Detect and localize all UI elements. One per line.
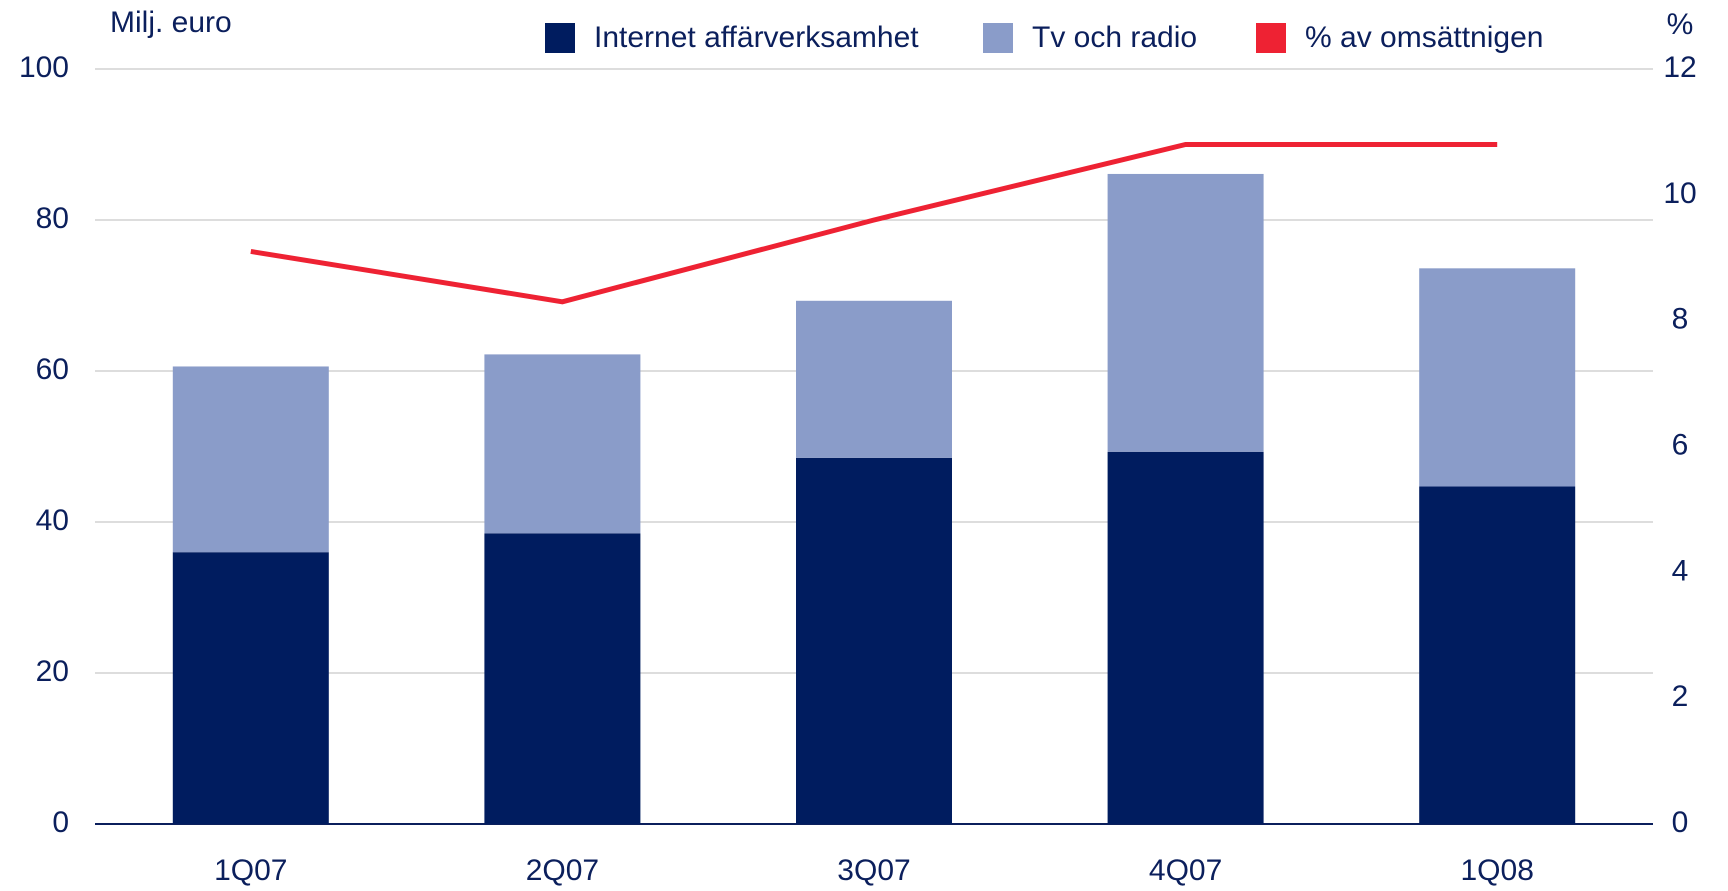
x-tick-label: 4Q07 — [1149, 854, 1222, 886]
y2-tick-label: 4 — [1672, 554, 1689, 587]
bar — [172, 366, 329, 553]
line — [250, 142, 1498, 305]
y2-tick-label: 0 — [1672, 806, 1689, 839]
x-tick-label: 2Q07 — [526, 854, 599, 886]
bar — [1107, 173, 1264, 452]
bar — [484, 354, 641, 534]
legend-swatch — [545, 23, 575, 53]
x-tick-label: 1Q07 — [214, 854, 287, 886]
bar — [172, 552, 329, 824]
legend-label: Tv och radio — [1032, 21, 1197, 54]
bar — [796, 457, 952, 824]
y-tick-label: 0 — [52, 806, 69, 839]
y2-tick-label: 12 — [1663, 51, 1696, 84]
legend-swatch — [1256, 23, 1286, 53]
y2-tick-label: 2 — [1672, 680, 1689, 713]
bar — [1107, 451, 1264, 824]
y2-tick-label: 10 — [1663, 177, 1696, 210]
y2-tick-label: 6 — [1672, 428, 1689, 461]
y2-axis-label: % — [1667, 8, 1694, 41]
x-tick-label: 3Q07 — [837, 854, 910, 886]
y-axis-label: Milj. euro — [110, 6, 232, 39]
y-tick-label: 20 — [36, 655, 69, 688]
bar — [1419, 268, 1576, 487]
y-tick-label: 100 — [19, 51, 69, 84]
legend-label: Internet affärverksamhet — [594, 21, 919, 54]
y-tick-label: 40 — [36, 504, 69, 537]
legend-label: % av omsättnigen — [1305, 21, 1543, 54]
bar — [1419, 486, 1576, 824]
y-tick-label: 60 — [36, 353, 69, 386]
bar — [484, 533, 641, 824]
x-tick-label: 1Q08 — [1461, 854, 1534, 886]
legend-swatch — [983, 23, 1013, 53]
y-tick-label: 80 — [36, 202, 69, 235]
bar — [796, 300, 952, 458]
y2-tick-label: 8 — [1672, 303, 1689, 336]
